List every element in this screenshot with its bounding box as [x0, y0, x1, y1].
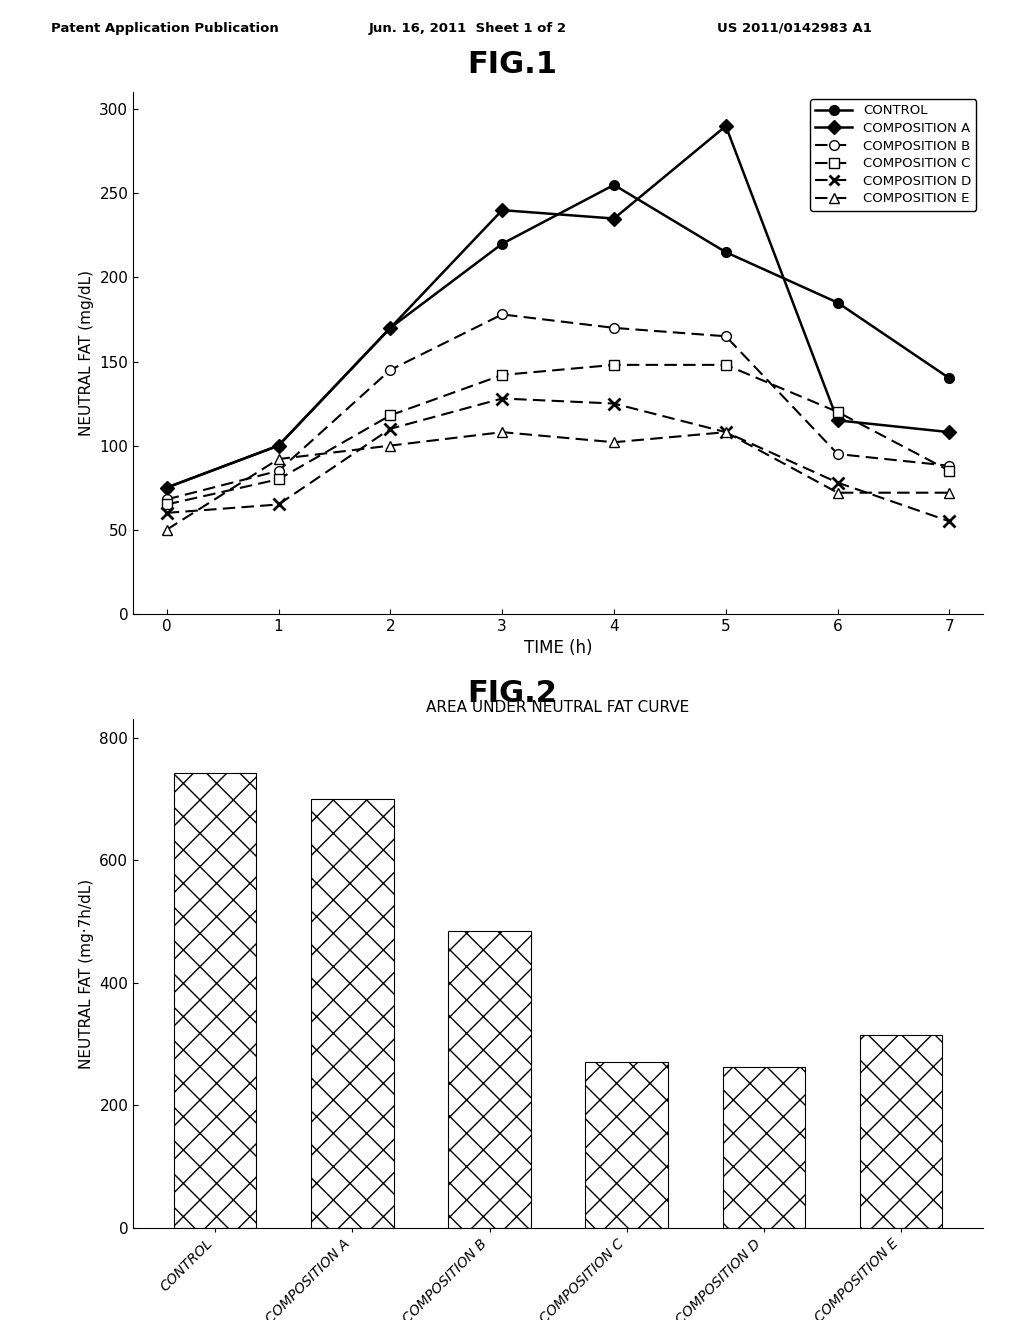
Bar [723, 1067, 805, 1228]
Title: AREA UNDER NEUTRAL FAT CURVE: AREA UNDER NEUTRAL FAT CURVE [426, 701, 690, 715]
Text: US 2011/0142983 A1: US 2011/0142983 A1 [717, 21, 871, 34]
Bar [860, 1035, 942, 1228]
Text: Patent Application Publication: Patent Application Publication [51, 21, 279, 34]
Bar [311, 799, 393, 1228]
Text: FIG.2: FIG.2 [467, 680, 557, 709]
Legend: CONTROL, COMPOSITION A, COMPOSITION B, COMPOSITION C, COMPOSITION D, COMPOSITION: CONTROL, COMPOSITION A, COMPOSITION B, C… [810, 99, 977, 211]
Bar [174, 774, 256, 1228]
Y-axis label: NEUTRAL FAT (mg/dL): NEUTRAL FAT (mg/dL) [79, 271, 94, 436]
Bar [449, 931, 530, 1228]
Text: FIG.1: FIG.1 [467, 50, 557, 79]
Bar [586, 1063, 668, 1228]
Text: Jun. 16, 2011  Sheet 1 of 2: Jun. 16, 2011 Sheet 1 of 2 [369, 21, 566, 34]
X-axis label: TIME (h): TIME (h) [524, 639, 592, 657]
Y-axis label: NEUTRAL FAT (mg·7h/dL): NEUTRAL FAT (mg·7h/dL) [79, 878, 94, 1069]
